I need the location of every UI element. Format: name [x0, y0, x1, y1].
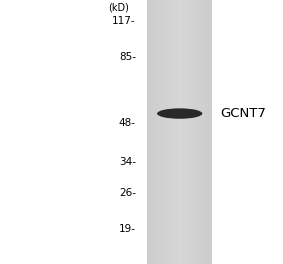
Text: (kD): (kD) [108, 3, 129, 13]
Bar [177, 0, 179, 264]
Bar [196, 0, 197, 264]
Bar [171, 0, 172, 264]
Bar [172, 0, 173, 264]
Bar [166, 0, 167, 264]
Bar [156, 0, 157, 264]
Bar [184, 0, 185, 264]
Bar [206, 0, 207, 264]
Bar [182, 0, 183, 264]
Bar [209, 0, 210, 264]
Bar [161, 0, 162, 264]
Bar [179, 0, 180, 264]
Text: 117-: 117- [112, 16, 136, 26]
Text: 26-: 26- [119, 188, 136, 198]
Bar [207, 0, 208, 264]
Bar [160, 0, 161, 264]
Bar [185, 0, 186, 264]
Bar [180, 0, 181, 264]
Text: GCNT7: GCNT7 [221, 107, 267, 120]
Bar [148, 0, 149, 264]
Bar [193, 0, 194, 264]
Bar [173, 0, 174, 264]
Bar [167, 0, 168, 264]
Bar [147, 0, 148, 264]
Bar [211, 0, 212, 264]
Bar [174, 0, 175, 264]
Bar [159, 0, 160, 264]
Bar [210, 0, 211, 264]
Bar [151, 0, 153, 264]
Bar [164, 0, 166, 264]
Text: 34-: 34- [119, 157, 136, 167]
Text: 85-: 85- [119, 52, 136, 62]
Bar [175, 0, 177, 264]
Bar [194, 0, 195, 264]
Bar [149, 0, 151, 264]
Bar [181, 0, 182, 264]
Bar [192, 0, 193, 264]
Bar [158, 0, 159, 264]
Bar [198, 0, 199, 264]
Bar [154, 0, 155, 264]
Bar [199, 0, 200, 264]
Bar [168, 0, 169, 264]
Bar [190, 0, 192, 264]
Bar [205, 0, 206, 264]
Bar [183, 0, 184, 264]
Bar [203, 0, 205, 264]
Bar [162, 0, 164, 264]
Bar [186, 0, 187, 264]
Bar [201, 0, 203, 264]
Bar [200, 0, 201, 264]
Bar [155, 0, 156, 264]
Bar [169, 0, 170, 264]
Ellipse shape [157, 108, 202, 119]
Bar [197, 0, 198, 264]
Bar [187, 0, 188, 264]
Bar [208, 0, 209, 264]
Bar [153, 0, 154, 264]
Text: 48-: 48- [119, 118, 136, 128]
Bar [170, 0, 171, 264]
Bar [157, 0, 158, 264]
Bar [195, 0, 196, 264]
Bar [188, 0, 190, 264]
Text: 19-: 19- [119, 224, 136, 234]
